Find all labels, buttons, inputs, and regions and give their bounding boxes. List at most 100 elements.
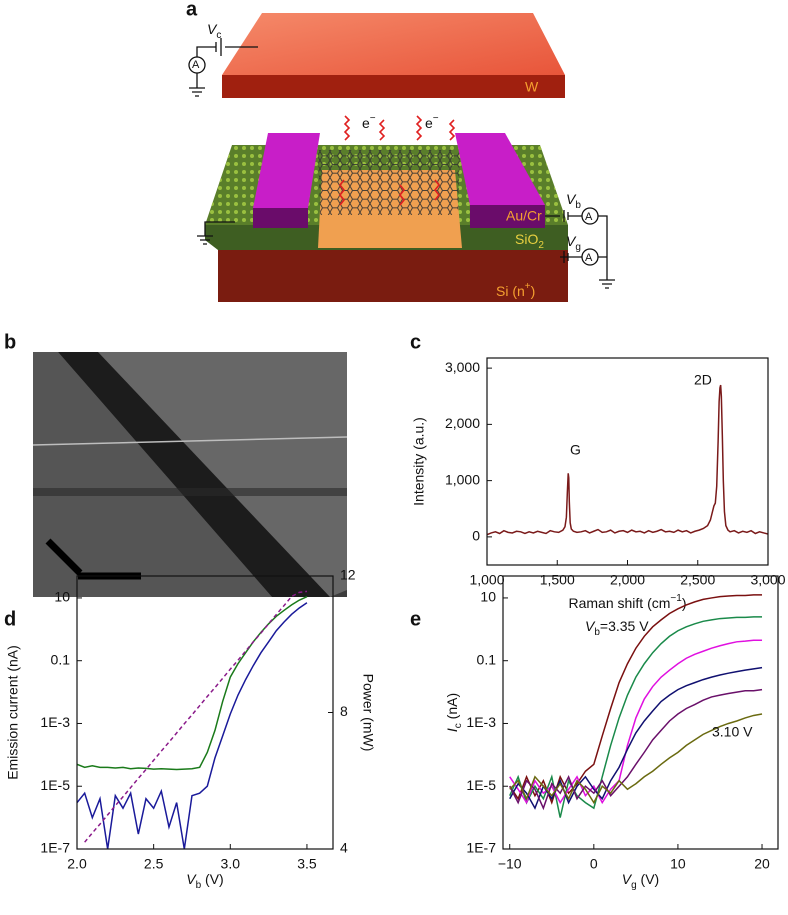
x-tick-label: 1,500 — [540, 572, 575, 588]
y-tick-label: 0 — [472, 528, 480, 544]
w-label: W — [525, 79, 539, 95]
schematic — [188, 13, 615, 302]
sem-region — [95, 352, 347, 597]
y-tick-label: 1E-7 — [466, 840, 496, 856]
panel-label: a — [186, 0, 198, 20]
x-axis-label: Raman shift (cm−1) — [569, 593, 687, 611]
data-line — [509, 594, 763, 805]
y2-tick-label: 8 — [340, 703, 348, 719]
annotation: G — [570, 442, 581, 458]
x-axis-label-part: ) — [682, 595, 687, 611]
y2-tick-label: 4 — [340, 840, 348, 856]
contact-left-side — [253, 208, 308, 228]
electron-label: e− — [362, 113, 376, 131]
y-axis-label-part: (nA) — [444, 693, 460, 723]
y-tick-label: 1E-7 — [40, 840, 70, 856]
x-tick-label: 2,500 — [680, 572, 715, 588]
x-axis-label-part: (V) — [637, 871, 660, 887]
oxide-label-part: 2 — [538, 240, 544, 251]
annotation-part: b — [594, 627, 600, 638]
axis-frame — [76, 575, 334, 850]
annotation: 3.10 V — [712, 724, 753, 740]
x-axis-label-part: V — [186, 871, 197, 887]
electron-paths — [338, 115, 456, 206]
y-axis-label: Intensity (a.u.) — [411, 417, 427, 506]
annotation: 2D — [694, 372, 712, 388]
oxide-label: SiO2 — [515, 231, 544, 251]
annotation: Vb=3.35 V — [585, 618, 649, 638]
x-axis-label-part: V — [622, 871, 633, 887]
contact-left — [253, 133, 320, 208]
data-line — [509, 616, 763, 818]
top-electrode — [222, 13, 565, 75]
y-axis-label: Emission current (nA) — [5, 645, 21, 780]
electron-label-part: e — [425, 115, 433, 131]
ammeter-label: A — [585, 252, 593, 264]
data-line — [509, 713, 763, 805]
data-line — [509, 639, 763, 805]
y-tick-label: 0.1 — [51, 651, 71, 667]
x-axis-label-part: −1 — [670, 593, 682, 604]
y-tick-label: 3,000 — [445, 359, 480, 375]
substrate-label-part: + — [525, 281, 531, 292]
axis-frame — [486, 357, 769, 566]
voltage-label-part: V — [566, 191, 577, 207]
x-axis-label-part: Raman shift (cm — [569, 595, 671, 611]
y-axis-label-part: I — [444, 728, 460, 732]
electron-label: e− — [425, 113, 439, 131]
x-tick-label: 2.5 — [144, 856, 164, 872]
voltage-label-part: c — [216, 30, 221, 41]
data-line — [487, 384, 768, 536]
voltage-label-part: V — [566, 233, 577, 249]
x-tick-label: 3,000 — [750, 572, 785, 588]
x-axis-label: Vb (V) — [186, 871, 223, 891]
annotation-part: =3.35 V — [600, 618, 649, 634]
panel-label: d — [4, 608, 16, 630]
x-tick-label: 0 — [590, 856, 598, 872]
y-tick-label: 10 — [480, 589, 496, 605]
voltage-label: Vc — [207, 21, 221, 41]
sem-trench — [58, 352, 330, 597]
x-tick-label: 20 — [754, 856, 770, 872]
substrate-label: Si (n+) — [496, 281, 535, 299]
panel-label: b — [4, 331, 16, 353]
contact-right-side — [470, 205, 545, 228]
top-electrode-side — [222, 75, 565, 98]
y2-axis-label: Power (mW) — [360, 674, 376, 752]
x-tick-label: 2,000 — [610, 572, 645, 588]
sem-image — [32, 352, 348, 597]
voltage-label: Vb — [566, 191, 581, 211]
data-line — [509, 666, 763, 810]
ammeter-label: A — [192, 59, 200, 71]
y-axis-label: Ic (nA) — [444, 693, 464, 732]
axis-frame — [502, 575, 779, 850]
x-axis-label-part: g — [631, 880, 637, 891]
y-tick-label: 1E-5 — [466, 777, 496, 793]
data-line — [77, 595, 308, 771]
y-tick-label: 10 — [54, 589, 70, 605]
y-axis-label-part: c — [453, 723, 464, 728]
y-tick-label: 1E-3 — [466, 714, 496, 730]
substrate-label-part: ) — [531, 283, 536, 299]
data-line — [77, 602, 308, 849]
voltage-label-part: V — [207, 21, 218, 37]
data-line — [84, 590, 308, 843]
y2-tick-label: 12 — [340, 567, 356, 583]
x-tick-label: 10 — [670, 856, 686, 872]
annotation-part: V — [585, 618, 596, 634]
sem-region — [33, 352, 272, 597]
contact-label: Au/Cr — [506, 208, 542, 224]
contact-right — [455, 133, 545, 205]
voltage-label-part: b — [575, 200, 581, 211]
x-tick-label: 3.5 — [297, 856, 317, 872]
voltage-label-part: g — [575, 242, 581, 253]
x-tick-label: 3.0 — [221, 856, 241, 872]
ammeter-label: A — [585, 211, 593, 223]
device-circuit — [197, 207, 615, 289]
y-tick-label: 1E-3 — [40, 714, 70, 730]
sem-band — [33, 488, 347, 496]
sem-ribbon — [32, 436, 348, 446]
electron-label-part: − — [370, 113, 376, 124]
